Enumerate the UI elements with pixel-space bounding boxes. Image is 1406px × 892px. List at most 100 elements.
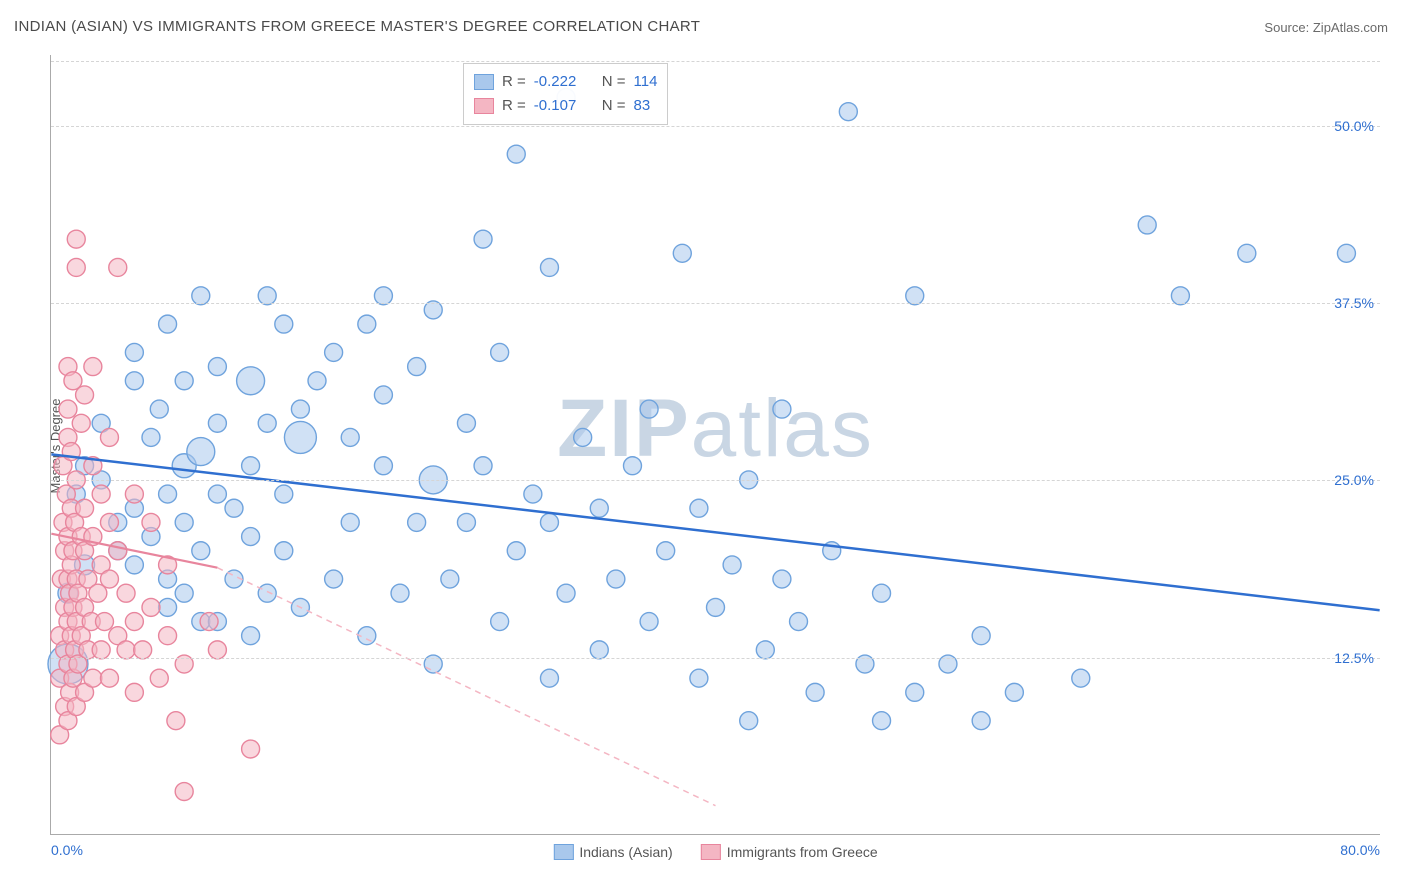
data-point <box>242 457 260 475</box>
data-point <box>640 613 658 631</box>
chart-container: INDIAN (ASIAN) VS IMMIGRANTS FROM GREECE… <box>0 0 1406 892</box>
data-point <box>474 457 492 475</box>
data-point <box>125 343 143 361</box>
y-tick-label: 50.0% <box>1334 118 1374 134</box>
data-point <box>142 598 160 616</box>
data-point <box>159 485 177 503</box>
data-point <box>408 513 426 531</box>
data-point <box>590 499 608 517</box>
data-point <box>723 556 741 574</box>
data-point <box>242 528 260 546</box>
data-point <box>258 414 276 432</box>
data-point <box>95 613 113 631</box>
legend-swatch <box>474 74 494 90</box>
r-label: R = <box>502 70 526 94</box>
data-point <box>607 570 625 588</box>
legend-label: Immigrants from Greece <box>727 844 878 860</box>
data-point <box>92 641 110 659</box>
legend-stats-box: R = -0.222 N = 114 R = -0.107 N = 83 <box>463 63 668 125</box>
legend-swatch <box>553 844 573 860</box>
data-point <box>159 315 177 333</box>
data-point <box>540 669 558 687</box>
data-point <box>175 513 193 531</box>
data-point <box>806 683 824 701</box>
data-point <box>175 372 193 390</box>
data-point <box>906 287 924 305</box>
data-point <box>972 627 990 645</box>
data-point <box>150 400 168 418</box>
data-point <box>308 372 326 390</box>
data-point <box>100 428 118 446</box>
data-point <box>790 613 808 631</box>
data-point <box>557 584 575 602</box>
data-point <box>341 428 359 446</box>
data-point <box>125 613 143 631</box>
gridline <box>51 61 1380 62</box>
data-point <box>125 485 143 503</box>
data-point <box>906 683 924 701</box>
data-point <box>873 584 891 602</box>
data-point <box>225 499 243 517</box>
gridline <box>51 126 1380 127</box>
data-point <box>457 513 475 531</box>
n-value: 114 <box>634 70 658 94</box>
data-point <box>67 258 85 276</box>
legend-stats-row: R = -0.222 N = 114 <box>474 70 657 94</box>
legend-label: Indians (Asian) <box>579 844 672 860</box>
data-point <box>291 400 309 418</box>
data-point <box>242 740 260 758</box>
data-point <box>109 258 127 276</box>
data-point <box>208 414 226 432</box>
data-point <box>1238 244 1256 262</box>
data-point <box>524 485 542 503</box>
data-point <box>284 421 316 453</box>
data-point <box>192 287 210 305</box>
data-point <box>258 584 276 602</box>
data-point <box>358 315 376 333</box>
scatter-svg <box>51 55 1380 834</box>
data-point <box>972 712 990 730</box>
data-point <box>590 641 608 659</box>
data-point <box>275 485 293 503</box>
y-tick-label: 12.5% <box>1334 650 1374 666</box>
data-point <box>325 570 343 588</box>
data-point <box>690 669 708 687</box>
x-tick-right: 80.0% <box>1340 842 1380 858</box>
data-point <box>175 584 193 602</box>
data-point <box>457 414 475 432</box>
data-point <box>117 641 135 659</box>
source-attribution: Source: ZipAtlas.com <box>1264 20 1388 35</box>
bottom-legend: Indians (Asian) Immigrants from Greece <box>553 844 877 860</box>
data-point <box>640 400 658 418</box>
data-point <box>474 230 492 248</box>
data-point <box>208 485 226 503</box>
data-point <box>125 556 143 574</box>
data-point <box>1171 287 1189 305</box>
data-point <box>84 669 102 687</box>
legend-swatch <box>701 844 721 860</box>
data-point <box>773 400 791 418</box>
data-point <box>707 598 725 616</box>
n-value: 83 <box>634 94 651 118</box>
n-label: N = <box>602 70 626 94</box>
data-point <box>441 570 459 588</box>
data-point <box>159 627 177 645</box>
data-point <box>150 669 168 687</box>
data-point <box>192 542 210 560</box>
data-point <box>125 372 143 390</box>
data-point <box>208 641 226 659</box>
r-value: -0.222 <box>534 70 588 94</box>
data-point <box>100 669 118 687</box>
r-value: -0.107 <box>534 94 588 118</box>
data-point <box>59 400 77 418</box>
data-point <box>574 428 592 446</box>
data-point <box>76 386 94 404</box>
trend-line <box>217 568 715 806</box>
data-point <box>341 513 359 531</box>
data-point <box>374 386 392 404</box>
data-point <box>275 542 293 560</box>
data-point <box>237 367 265 395</box>
r-label: R = <box>502 94 526 118</box>
plot-area: ZIPatlas R = -0.222 N = 114 R = -0.107 N… <box>50 55 1380 835</box>
data-point <box>374 457 392 475</box>
